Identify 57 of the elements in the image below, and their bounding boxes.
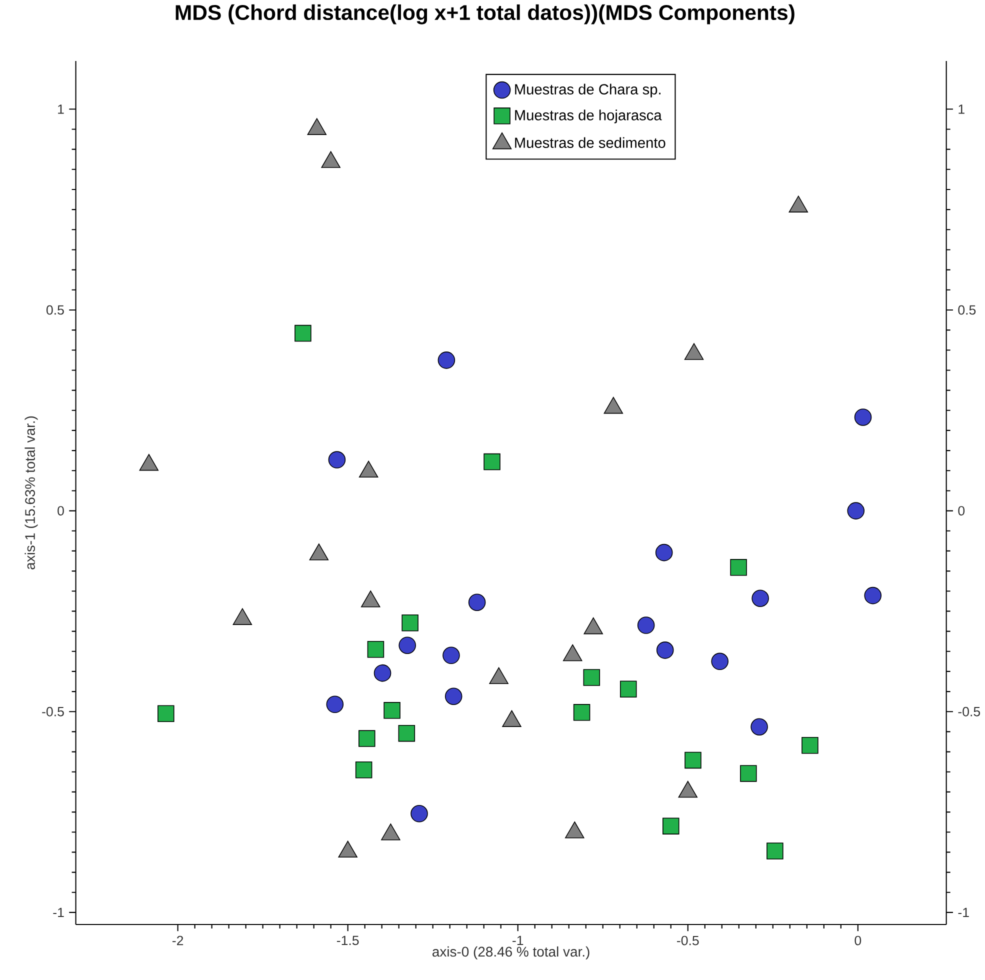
y-tick-label: 1 [58,104,64,114]
point [410,804,428,822]
point [328,450,346,468]
point [468,594,486,611]
point [655,544,673,562]
point [637,616,655,634]
legend-label: Muestras de Chara sp. [515,84,660,98]
y-tick-label: -0.5 [42,706,64,716]
point [766,842,784,860]
x-tick-label: -1.5 [336,936,359,945]
point [656,641,674,659]
y-axis-title: axis-1 (15.63% total var.) [24,416,38,570]
x-axis-title: axis-0 (28.46 % total var.) [432,946,590,960]
point [802,736,818,754]
point [847,502,865,520]
point [864,586,882,604]
chart-title: MDS (Chord distance(log x+1 total datos))(MDS Components) [176,4,794,24]
point [444,688,462,705]
y-tick-label: -1 [53,908,64,917]
point [374,664,392,682]
y2-tick-label: 0 [958,506,965,516]
point [398,636,416,654]
point [573,704,590,721]
x-tick-label: -0.5 [677,936,699,946]
point [484,453,500,470]
point [620,680,637,698]
legend-label: Muestras de hojarasca [515,109,662,124]
point [358,730,376,747]
point [684,752,702,768]
point [752,590,769,607]
point [711,652,728,670]
point [583,668,600,686]
point [750,718,768,736]
y2-tick-label: -1 [958,908,969,917]
x-tick-label: 0 [854,936,862,946]
point [662,818,680,834]
y-tick-label: 0 [58,506,64,516]
point [854,408,872,426]
point [355,761,372,778]
point [326,696,344,713]
point [438,351,456,369]
point [730,558,747,576]
point [294,324,312,342]
legend-label: Muestras de sedimento [515,137,666,148]
point [740,764,757,782]
point [367,640,384,658]
point [398,724,416,742]
y2-tick-label: -0.5 [958,706,980,716]
x-tick-label: -2 [172,936,184,945]
y2-tick-label: 1 [958,104,964,114]
x-tick-label: -1 [512,936,524,945]
point [442,646,460,664]
point [402,614,418,632]
point [158,705,174,722]
y-tick-label: 0.5 [46,305,64,315]
point [384,702,400,719]
y2-tick-label: 0.5 [958,305,976,315]
